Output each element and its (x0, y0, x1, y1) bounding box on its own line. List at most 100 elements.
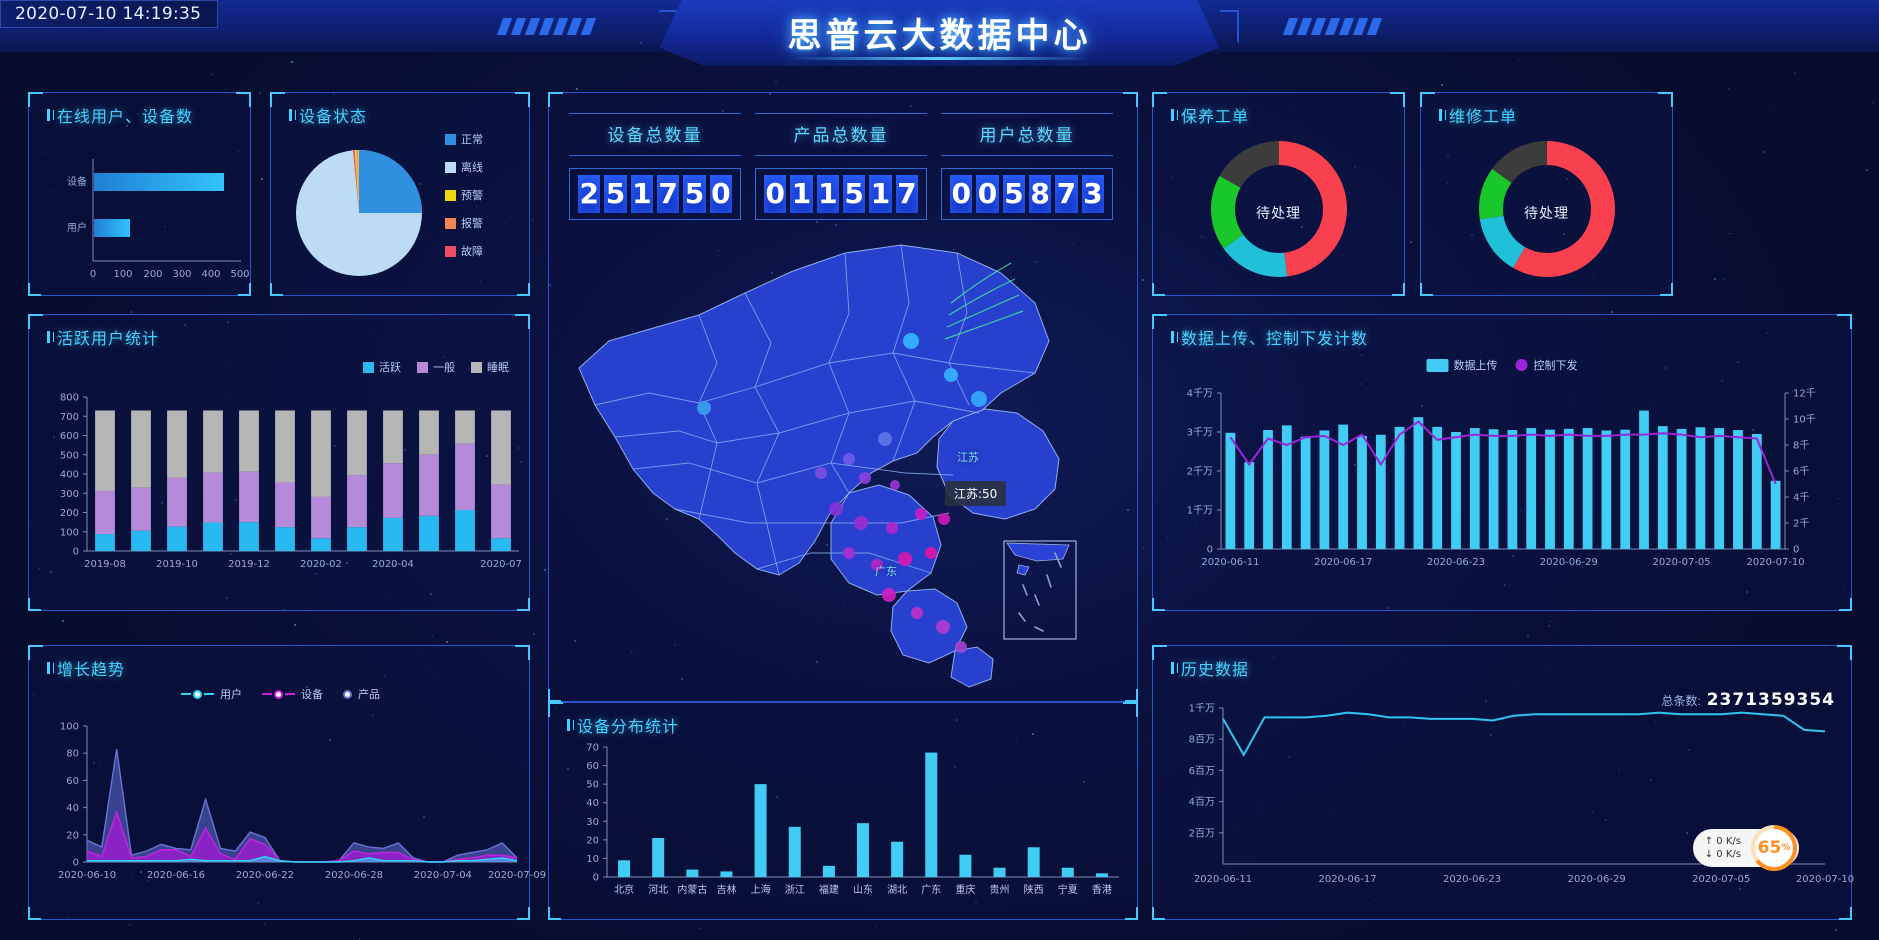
distribution-bar (857, 823, 869, 877)
stacked-bar-segment (347, 527, 367, 551)
legend-item-fault[interactable]: 故障 (445, 243, 483, 259)
device-distribution-bars: 0 10 20 30 40 50 60 70 北京 河北 内蒙古 吉林 上海 浙江 福建 山东 湖北 广东 重庆 贵州… (549, 737, 1139, 917)
legend-item-user[interactable]: 用户 (181, 686, 242, 702)
stacked-bar-segment (311, 497, 331, 538)
svg-text:山东: 山东 (853, 883, 873, 896)
upload-bar (1414, 417, 1424, 549)
svg-text:2020-06-22: 2020-06-22 (236, 870, 294, 881)
legend-item-general[interactable]: 一般 (417, 359, 455, 375)
history-line-chart: 1千万8百万6百万4百万2百万2020-06-11 2020-06-17 2020-… (1153, 694, 1853, 916)
stat-total-products: 产品总数量 011517 (755, 113, 927, 220)
svg-text:1千万: 1千万 (1189, 703, 1215, 715)
panel-device-status: 设备状态 正常 离线 预警 报警 (270, 92, 530, 296)
stat-digit: 5 (1003, 175, 1025, 213)
panel-title-text: 维修工单 (1449, 103, 1517, 127)
distribution-bar (789, 827, 801, 877)
title-marker-icon (1171, 331, 1174, 343)
distribution-bar (755, 784, 767, 877)
svg-text:2020-06-28: 2020-06-28 (325, 870, 383, 881)
bar-users (94, 219, 130, 237)
svg-text:2020-06-11: 2020-06-11 (1194, 874, 1252, 885)
svg-text:河北: 河北 (648, 884, 668, 896)
svg-text:2020-07-10: 2020-07-10 (1796, 874, 1854, 885)
stacked-bar-segment (95, 410, 115, 490)
stat-label: 用户总数量 (941, 113, 1113, 156)
svg-text:800: 800 (60, 393, 79, 404)
svg-text:80: 80 (66, 749, 79, 760)
svg-text:北京: 北京 (614, 883, 634, 896)
legend-item-device[interactable]: 设备 (262, 686, 323, 702)
distribution-bar (720, 871, 732, 877)
svg-text:4百万: 4百万 (1189, 796, 1215, 808)
distribution-bar (652, 838, 664, 877)
panel-title-text: 设备分布统计 (577, 713, 679, 737)
panel-upload-control: 数据上传、控制下发计数 数据上传 控制下发 4千万 3千万 2千万 1千万 0 12千 10… (1152, 314, 1852, 611)
upload-bar (1658, 426, 1668, 549)
growth-trend-area-chart: 0 20 40 60 80 100 2020-06-10 2020-06-16 2020-06-… (29, 712, 531, 917)
map-label-jiangsu: 江苏 (957, 449, 979, 465)
stat-digit: 5 (604, 175, 626, 213)
china-map[interactable] (549, 223, 1139, 693)
upload-bar (1470, 428, 1480, 549)
svg-text:2020-04: 2020-04 (372, 559, 414, 570)
distribution-bar (891, 842, 903, 877)
stat-digit: 5 (843, 175, 865, 213)
ytick-devices: 设备 (67, 175, 87, 188)
dashboard-root: 思普云大数据中心 2020-07-10 14:19:35 在线用户、设备数 设备… (0, 0, 1879, 940)
upload-bar (1301, 437, 1311, 549)
upload-bar (1526, 428, 1536, 549)
network-speed-gauge[interactable]: ↑ 0 K/s ↓ 0 K/s 65% (1693, 829, 1799, 867)
panel-title-text: 在线用户、设备数 (57, 103, 193, 127)
svg-text:0: 0 (1793, 545, 1799, 556)
upload-bar (1677, 429, 1687, 549)
stacked-bar-segment (347, 475, 367, 527)
svg-text:300: 300 (172, 269, 191, 280)
panel-title-text: 保养工单 (1181, 103, 1249, 127)
stacked-bar-segment (311, 410, 331, 496)
legend-item-warning[interactable]: 预警 (445, 187, 483, 203)
stat-digit: 5 (683, 175, 705, 213)
panel-maintenance-orders: 保养工单 待处理 (1152, 92, 1405, 296)
svg-text:100: 100 (60, 722, 79, 733)
upload-bar (1263, 430, 1273, 549)
title-marker-icon (1439, 109, 1442, 121)
distribution-bar (1028, 847, 1040, 877)
title-marker-icon (47, 662, 50, 674)
upload-bar (1714, 428, 1724, 549)
svg-text:60: 60 (66, 776, 79, 787)
panel-title-history: 历史数据 (1171, 656, 1249, 680)
panel-map: 设备总数量 251750 产品总数量 011517 用户总数量 005873 (548, 92, 1138, 702)
legend-item-offline[interactable]: 离线 (445, 159, 483, 175)
distribution-bar (994, 868, 1006, 877)
stacked-bar-segment (491, 538, 511, 551)
legend-item-sleep[interactable]: 睡眠 (471, 359, 509, 375)
legend-item-active[interactable]: 活跃 (363, 359, 401, 375)
upload-bar (1226, 433, 1236, 549)
stat-digit: 7 (896, 175, 918, 213)
svg-text:200: 200 (143, 269, 162, 280)
gauge-percent: 65 (1758, 838, 1782, 858)
svg-text:0: 0 (90, 269, 96, 280)
speed-readouts: ↑ 0 K/s ↓ 0 K/s (1705, 835, 1741, 862)
growth-legend: 用户 设备 产品 (181, 686, 380, 702)
panel-title-text: 历史数据 (1181, 656, 1249, 680)
distribution-bar (823, 866, 835, 877)
svg-text:上海: 上海 (751, 883, 771, 896)
stat-digit: 1 (631, 175, 653, 213)
stacked-bar-segment (455, 410, 475, 443)
svg-text:浙江: 浙江 (785, 884, 805, 896)
stat-digit: 8 (1029, 175, 1051, 213)
svg-text:2020-06-16: 2020-06-16 (147, 870, 205, 881)
legend-label: 报警 (461, 215, 483, 231)
legend-item-upload[interactable]: 数据上传 (1427, 357, 1498, 373)
legend-label: 正常 (461, 131, 483, 147)
svg-text:0: 0 (1207, 545, 1213, 556)
upload-bar (1620, 430, 1630, 549)
legend-item-normal[interactable]: 正常 (445, 131, 483, 147)
legend-item-product[interactable]: 产品 (343, 686, 380, 702)
legend-item-control[interactable]: 控制下发 (1516, 357, 1578, 373)
legend-item-alarm[interactable]: 报警 (445, 215, 483, 231)
download-speed: ↓ 0 K/s (1705, 848, 1741, 862)
stat-total-devices: 设备总数量 251750 (569, 113, 741, 220)
svg-text:2020-07-10: 2020-07-10 (1747, 557, 1805, 568)
